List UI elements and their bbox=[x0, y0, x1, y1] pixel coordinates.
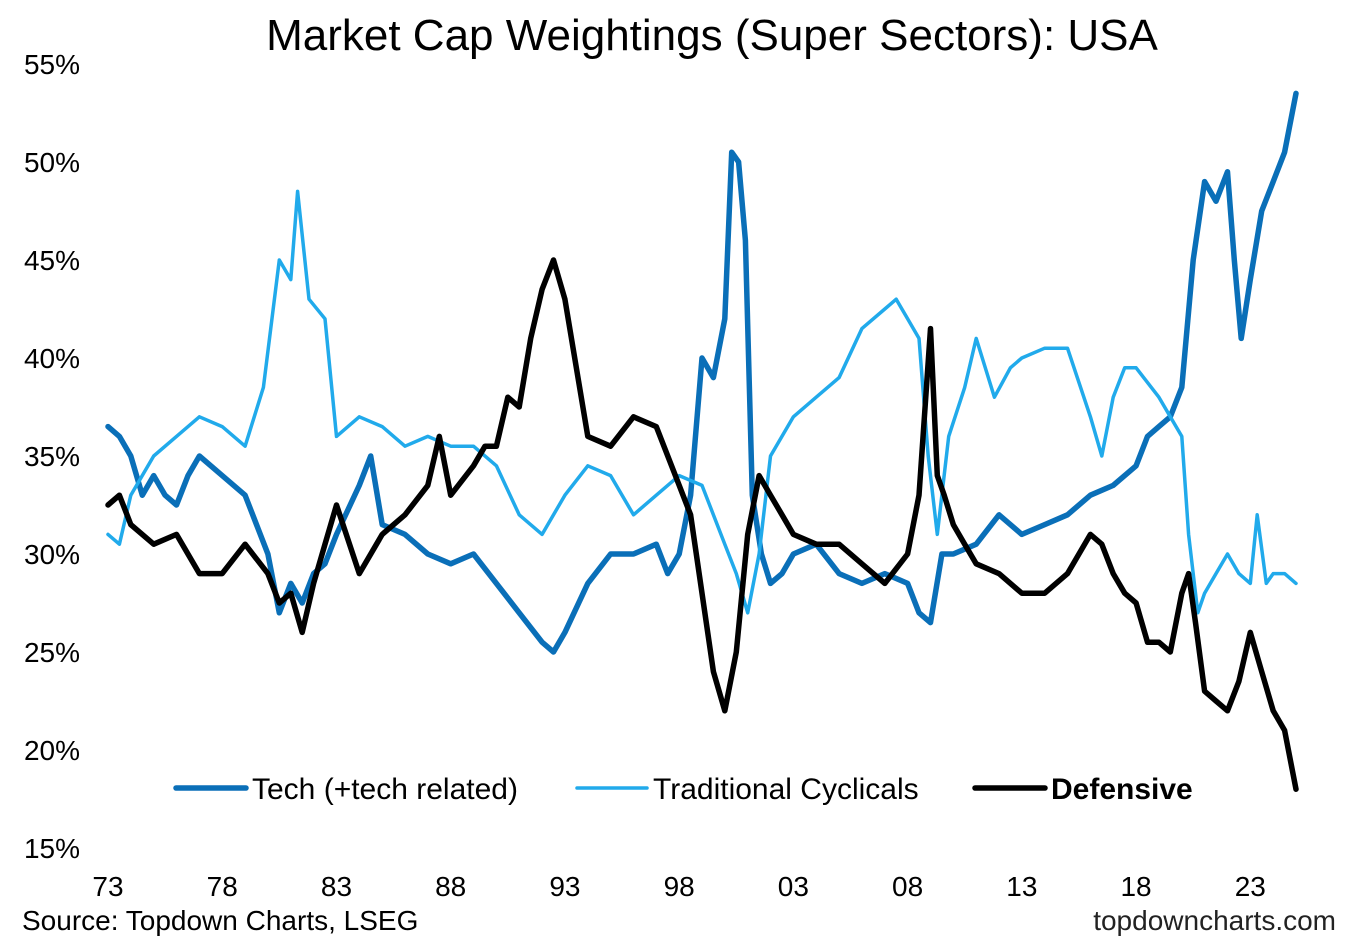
legend: Tech (+tech related) Traditional Cyclical… bbox=[173, 773, 1193, 806]
y-tick-label: 35% bbox=[24, 441, 80, 472]
series-line-traditional-cyclicals bbox=[106, 189, 1298, 615]
x-tick-label: 18 bbox=[1120, 871, 1151, 902]
chart-title: Market Cap Weightings (Super Sectors): U… bbox=[266, 11, 1158, 60]
y-tick-label: 20% bbox=[24, 735, 80, 766]
source-note: Source: Topdown Charts, LSEG bbox=[22, 905, 418, 936]
y-tick-label: 40% bbox=[24, 343, 80, 374]
brand-watermark: topdowncharts.com bbox=[1093, 905, 1336, 936]
x-tick-label: 23 bbox=[1235, 871, 1266, 902]
legend-label-tech-tech-related: Tech (+tech related) bbox=[252, 773, 518, 806]
y-axis: 15% 20% 25% 30% 35% 40% 45% 50% 55% bbox=[24, 49, 80, 864]
x-tick-label: 78 bbox=[207, 871, 238, 902]
legend-label-defensive: Defensive bbox=[1051, 773, 1193, 806]
series-line-defensive bbox=[105, 257, 1299, 792]
y-tick-label: 15% bbox=[24, 833, 80, 864]
y-tick-label: 55% bbox=[24, 49, 80, 80]
x-tick-label: 98 bbox=[664, 871, 695, 902]
x-axis: 73 78 83 88 93 98 03 08 13 18 23 bbox=[92, 871, 1265, 902]
y-tick-label: 30% bbox=[24, 539, 80, 570]
y-tick-label: 45% bbox=[24, 245, 80, 276]
x-tick-label: 73 bbox=[92, 871, 123, 902]
plot-area bbox=[105, 90, 1299, 792]
x-tick-label: 83 bbox=[321, 871, 352, 902]
x-tick-label: 88 bbox=[435, 871, 466, 902]
x-tick-label: 08 bbox=[892, 871, 923, 902]
series-line-tech-tech-related bbox=[105, 90, 1299, 655]
x-tick-label: 13 bbox=[1006, 871, 1037, 902]
x-tick-label: 93 bbox=[549, 871, 580, 902]
legend-label-traditional-cyclicals: Traditional Cyclicals bbox=[653, 773, 919, 806]
y-tick-label: 50% bbox=[24, 147, 80, 178]
y-tick-label: 25% bbox=[24, 637, 80, 668]
x-tick-label: 03 bbox=[778, 871, 809, 902]
